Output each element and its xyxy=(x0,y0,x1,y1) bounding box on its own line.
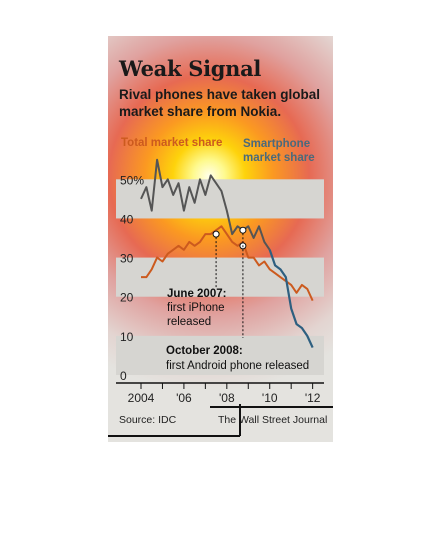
chart-card: 0 10 20 30 40 50% 2004 '06 '08 '10 '12 June 2007: fi… xyxy=(108,36,333,442)
frame-vertical-line xyxy=(239,404,241,436)
legend-total-market-share: Total market share xyxy=(121,137,223,149)
y-tick-label: 40 xyxy=(120,212,134,226)
frame-axis-extension xyxy=(210,406,333,408)
annotation-marker-iphone xyxy=(212,230,220,238)
x-tick-label: '10 xyxy=(262,391,278,405)
annotation-iphone-text-2: released xyxy=(167,316,211,328)
annotation-marker-android xyxy=(239,226,247,234)
y-tick-label: 0 xyxy=(120,369,127,383)
series-line-total-market-share xyxy=(141,225,314,302)
series-line-smartphone-early xyxy=(140,158,271,251)
y-tick-label: 50% xyxy=(120,173,144,187)
series-line-smartphone-late xyxy=(268,249,314,349)
y-tick-label: 30 xyxy=(120,252,134,266)
grid-band xyxy=(116,179,324,219)
legend-smartphone-market-share: Smartphone market share xyxy=(243,138,315,164)
credit-note: The Wall Street Journal xyxy=(218,414,328,426)
x-tick-label: '08 xyxy=(219,391,235,405)
source-note: Source: IDC xyxy=(119,414,177,426)
grid-band xyxy=(116,335,324,375)
annotation-iphone-date: June 2007: xyxy=(167,288,226,300)
y-tick-label: 10 xyxy=(120,330,134,344)
grid-band xyxy=(116,257,324,297)
annotation-android-date: October 2008: xyxy=(166,345,243,357)
chart-subtitle: Rival phones have taken global market sh… xyxy=(119,87,321,119)
x-tick-label: '12 xyxy=(305,391,321,405)
annotation-iphone-text-1: first iPhone xyxy=(167,302,225,314)
chart-svg: 0 10 20 30 40 50% 2004 '06 '08 '10 '12 June 2007: fi… xyxy=(116,158,324,405)
x-tick-label: 2004 xyxy=(128,391,155,405)
y-tick-label: 20 xyxy=(120,291,134,305)
annotation-android-text: first Android phone released xyxy=(166,360,309,372)
chart-title: Weak Signal xyxy=(119,56,262,81)
frame-bottom-line xyxy=(108,435,240,437)
x-tick-label: '06 xyxy=(176,391,192,405)
